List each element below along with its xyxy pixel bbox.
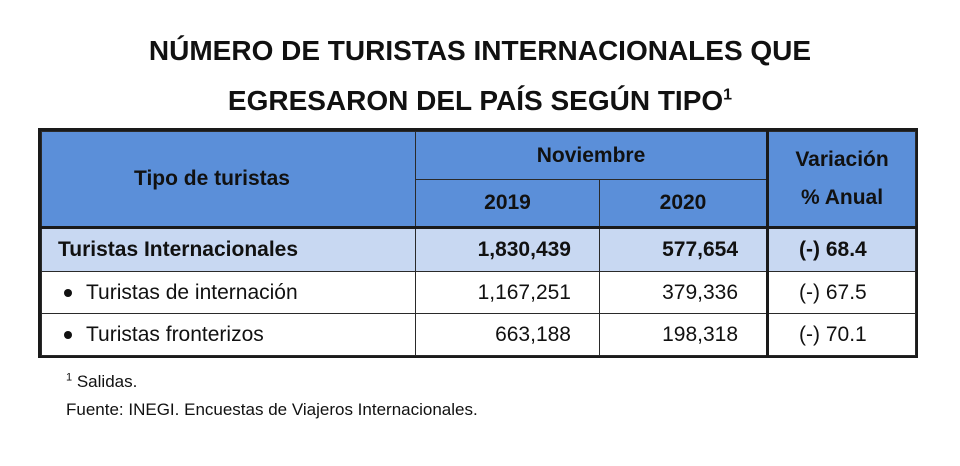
title-footnote-mark: 1 bbox=[723, 86, 733, 104]
row-label-cell: Turistas de internación bbox=[41, 271, 416, 314]
source-note: Fuente: INEGI. Encuestas de Viajeros Int… bbox=[66, 400, 478, 419]
row-label: Turistas de internación bbox=[86, 280, 298, 304]
header-row-1: Tipo de turistas Noviembre Variación % A… bbox=[41, 131, 917, 229]
row-variation: (-) 68.4 bbox=[766, 227, 917, 272]
table-row-total: Turistas Internacionales 1,830,439 577,6… bbox=[41, 227, 917, 272]
title-line-2-text: EGRESARON DEL PAÍS SEGÚN TIPO bbox=[227, 85, 724, 116]
row-label: Turistas fronterizos bbox=[86, 322, 264, 346]
table-row: Turistas fronterizos 663,188 198,318 (-)… bbox=[41, 313, 917, 356]
row-variation: (-) 67.5 bbox=[766, 271, 917, 314]
row-variation: (-) 70.1 bbox=[766, 313, 917, 356]
header-type: Tipo de turistas bbox=[41, 131, 416, 229]
row-value-2020: 577,654 bbox=[598, 227, 769, 272]
row-value-2019: 1,167,251 bbox=[415, 271, 600, 314]
header-variation-line2: % Anual bbox=[800, 186, 884, 209]
title-line-2: EGRESARON DEL PAÍS SEGÚN TIPO1 bbox=[0, 76, 960, 126]
row-value-2019: 663,188 bbox=[415, 313, 600, 356]
table-notes: 1 Salidas. Fuente: INEGI. Encuestas de V… bbox=[66, 368, 478, 424]
footnote: 1 Salidas. bbox=[66, 368, 478, 396]
header-row-2: 2019 2020 bbox=[42, 179, 916, 229]
data-table-frame: Tipo de turistas Noviembre Variación % A… bbox=[38, 128, 918, 358]
header-year-2019: 2019 bbox=[415, 179, 600, 229]
header-variation-line1: Variación bbox=[795, 148, 889, 171]
footnote-mark: 1 bbox=[66, 371, 73, 384]
tourist-table: Tipo de turistas Noviembre Variación % A… bbox=[41, 131, 917, 356]
row-label-cell: Turistas fronterizos bbox=[41, 313, 416, 356]
header-month: Noviembre bbox=[414, 131, 769, 180]
table-title: NÚMERO DE TURISTAS INTERNACIONALES QUE E… bbox=[0, 26, 960, 126]
bullet-icon bbox=[64, 330, 72, 339]
row-label: Turistas Internacionales bbox=[41, 227, 416, 272]
header-variation: Variación % Anual bbox=[766, 131, 917, 229]
bullet-icon bbox=[64, 288, 72, 297]
table-row: Turistas de internación 1,167,251 379,33… bbox=[41, 271, 917, 314]
row-value-2019: 1,830,439 bbox=[415, 227, 600, 272]
footnote-text: Salidas. bbox=[72, 372, 138, 391]
row-value-2020: 198,318 bbox=[598, 313, 769, 356]
header-year-2020: 2020 bbox=[598, 179, 769, 229]
title-line-1: NÚMERO DE TURISTAS INTERNACIONALES QUE bbox=[148, 35, 812, 66]
row-value-2020: 379,336 bbox=[598, 271, 769, 314]
